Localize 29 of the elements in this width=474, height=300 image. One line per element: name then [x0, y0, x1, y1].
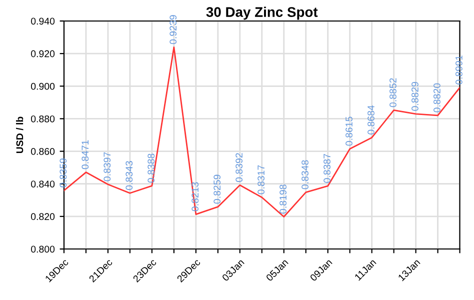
- data-label: 0.8397: [104, 152, 111, 182]
- y-tick-label: 0.940: [31, 18, 55, 25]
- data-label: 0.9239: [170, 15, 177, 44]
- data-label: 0.8259: [214, 174, 221, 204]
- data-label: 0.8471: [82, 140, 89, 170]
- y-tick-label: 0.800: [31, 246, 55, 253]
- chart-title: 30 Day Zinc Spot: [206, 6, 318, 20]
- y-tick-label: 0.860: [31, 148, 55, 155]
- data-label: 0.8829: [412, 82, 418, 111]
- data-label: 0.8852: [390, 78, 396, 108]
- y-tick-label: 0.880: [31, 115, 55, 122]
- data-label: 0.8359: [60, 158, 67, 188]
- data-label: 0.8991: [456, 56, 462, 84]
- data-label: 0.8387: [324, 154, 330, 183]
- y-tick-label: 0.920: [31, 50, 55, 58]
- data-label: 0.8392: [236, 153, 243, 182]
- data-label: 0.8348: [302, 160, 308, 190]
- data-label: 0.8343: [126, 161, 133, 190]
- data-label: 0.8198: [280, 184, 286, 214]
- data-label: 0.8684: [368, 105, 374, 134]
- data-label: 0.8213: [192, 182, 199, 212]
- y-tick-label: 0.900: [31, 82, 55, 90]
- y-tick-label: 0.840: [31, 180, 55, 188]
- data-label: 0.8317: [258, 165, 264, 194]
- y-axis-title: USD / lb: [16, 116, 24, 154]
- data-label: 0.8820: [434, 83, 440, 112]
- data-label: 0.8388: [148, 154, 155, 183]
- data-label: 0.8615: [346, 116, 352, 146]
- y-tick-label: 0.820: [31, 213, 55, 220]
